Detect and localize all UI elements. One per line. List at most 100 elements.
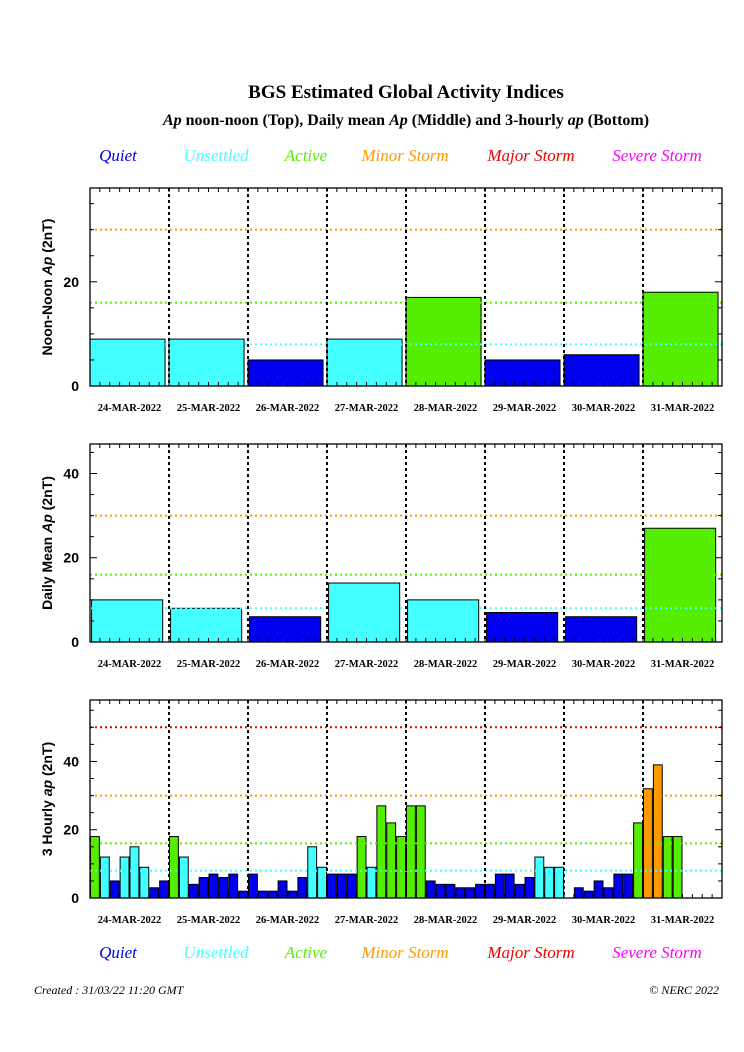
bar-3h-31 <box>396 836 406 899</box>
bar-3h-4 <box>129 846 140 899</box>
ylabel-3-part-0: 3 Hourly <box>39 796 55 856</box>
x-date-label-26-MAR-2022: 26-MAR-2022 <box>256 915 320 926</box>
x-date-label-28-MAR-2022: 28-MAR-2022 <box>414 403 478 414</box>
bars <box>91 527 717 643</box>
bar-3h-51 <box>593 880 604 899</box>
x-date-label-28-MAR-2022: 28-MAR-2022 <box>414 659 478 670</box>
x-date-label-26-MAR-2022: 26-MAR-2022 <box>256 659 320 670</box>
bar-3h-21 <box>297 877 308 899</box>
x-date-label-27-MAR-2022: 27-MAR-2022 <box>335 915 399 926</box>
x-date-label-24-MAR-2022: 24-MAR-2022 <box>98 915 162 926</box>
legend-top-active: Active <box>284 146 328 165</box>
y-axis: 0 20 40 <box>63 709 722 906</box>
y-tick-label: 20 <box>63 274 79 290</box>
bar-3h-7 <box>159 880 169 899</box>
chart-subtitle: Ap noon-noon (Top), Daily mean Ap (Middl… <box>162 112 649 129</box>
bar-3h-6 <box>149 887 160 899</box>
bar-3h-14 <box>228 873 239 899</box>
bar-3h-27 <box>356 836 367 899</box>
bar-3h-35 <box>435 883 446 899</box>
x-date-label-29-MAR-2022: 29-MAR-2022 <box>493 403 557 414</box>
bar-27-MAR-2022 <box>328 582 401 643</box>
ylabel-1-part-0: Noon-Noon <box>39 275 55 355</box>
y-axis-label: 3 Hourly ap (2nT) <box>39 742 55 856</box>
y-axis-label: Noon-Noon Ap (2nT) <box>39 219 55 356</box>
bar-3h-54 <box>623 873 634 899</box>
x-date-label-31-MAR-2022: 31-MAR-2022 <box>651 659 715 670</box>
y-tick-label: 40 <box>63 753 79 769</box>
legend-top-severe-storm: Severe Storm <box>612 146 702 165</box>
y-tick-label: 0 <box>71 634 79 650</box>
bar-3h-1 <box>99 856 110 899</box>
x-date-label-24-MAR-2022: 24-MAR-2022 <box>98 403 162 414</box>
bar-31-MAR-2022 <box>642 291 719 387</box>
bar-3h-58 <box>662 836 673 899</box>
bar-28-MAR-2022 <box>407 599 480 643</box>
x-axis: 24-MAR-2022 25-MAR-2022 26-MAR-2022 27-MAR-… <box>89 444 723 670</box>
legend-bottom-quiet: Quiet <box>99 943 138 962</box>
bar-3h-41 <box>494 873 505 899</box>
bar-24-MAR-2022 <box>91 599 164 643</box>
legend-top: Quiet Unsettled Active Minor Storm Major Sto… <box>99 146 702 165</box>
bar-3h-3 <box>119 856 130 899</box>
ylabel-2-part-0: Daily Mean <box>39 533 55 610</box>
bar-3h-12 <box>208 873 219 899</box>
subtitle-part-1: noon-noon (Top), Daily mean <box>182 112 389 129</box>
x-date-label-27-MAR-2022: 27-MAR-2022 <box>335 659 399 670</box>
bar-3h-50 <box>583 890 594 899</box>
bar-3h-37 <box>455 887 466 899</box>
bar-3h-23 <box>317 866 327 899</box>
bar-3h-42 <box>504 873 515 899</box>
bar-3h-18 <box>267 890 278 899</box>
bar-3h-19 <box>277 880 288 899</box>
bar-3h-0 <box>90 836 100 899</box>
x-date-label-30-MAR-2022: 30-MAR-2022 <box>572 915 636 926</box>
x-date-label-31-MAR-2022: 31-MAR-2022 <box>651 403 715 414</box>
bar-25-MAR-2022 <box>168 338 245 387</box>
x-date-label-25-MAR-2022: 25-MAR-2022 <box>177 915 241 926</box>
bar-29-MAR-2022 <box>486 612 559 643</box>
bar-3h-20 <box>287 890 298 899</box>
bar-27-MAR-2022 <box>326 338 403 387</box>
x-date-label-26-MAR-2022: 26-MAR-2022 <box>256 403 320 414</box>
bar-3h-16 <box>248 873 258 899</box>
x-date-label-29-MAR-2022: 29-MAR-2022 <box>493 915 557 926</box>
panel-3: 0 20 40 24-MAR-2022 25-MAR-2022 26-MAR-2022 27… <box>39 699 723 926</box>
legend-bottom-minor-storm: Minor Storm <box>360 943 448 962</box>
bar-3h-49 <box>573 887 584 899</box>
subtitle-part-2: Ap <box>388 112 408 129</box>
bar-3h-10 <box>188 883 199 899</box>
ylabel-2-part-2: (2nT) <box>39 476 55 514</box>
legend-top-minor-storm: Minor Storm <box>360 146 448 165</box>
legend-bottom-severe-storm: Severe Storm <box>612 943 702 962</box>
panel-1: 0 20 24-MAR-2022 25-MAR-2022 26-MAR-2022 27-M… <box>39 187 723 414</box>
ylabel-1-part-1: Ap <box>39 256 55 276</box>
subtitle-part-3: (Middle) and 3-hourly <box>408 112 568 129</box>
bar-3h-38 <box>465 887 476 899</box>
x-date-label-24-MAR-2022: 24-MAR-2022 <box>98 659 162 670</box>
bar-31-MAR-2022 <box>644 527 717 643</box>
legend-bottom-active: Active <box>284 943 328 962</box>
subtitle-part-4: ap <box>568 112 584 129</box>
legend-top-major-storm: Major Storm <box>486 146 574 165</box>
bar-3h-43 <box>514 883 525 899</box>
legend-top-unsettled: Unsettled <box>183 146 249 165</box>
bar-30-MAR-2022 <box>565 616 638 643</box>
day-separators <box>168 444 644 642</box>
bar-3h-33 <box>415 805 426 899</box>
bar-3h-11 <box>198 877 209 899</box>
x-axis: 24-MAR-2022 25-MAR-2022 26-MAR-2022 27-MAR-… <box>89 700 723 926</box>
bar-3h-55 <box>633 822 643 899</box>
ylabel-1-part-2: (2nT) <box>39 219 55 257</box>
x-date-label-25-MAR-2022: 25-MAR-2022 <box>177 659 241 670</box>
bar-3h-9 <box>178 856 189 899</box>
x-date-label-25-MAR-2022: 25-MAR-2022 <box>177 403 241 414</box>
y-axis: 0 20 <box>63 203 722 394</box>
bar-3h-36 <box>445 883 456 899</box>
subtitle-part-0: Ap <box>162 112 182 129</box>
bar-3h-28 <box>366 866 377 899</box>
chart-title: BGS Estimated Global Activity Indices <box>248 82 564 103</box>
ylabel-2-part-1: Ap <box>39 514 55 534</box>
bar-3h-57 <box>652 764 663 899</box>
